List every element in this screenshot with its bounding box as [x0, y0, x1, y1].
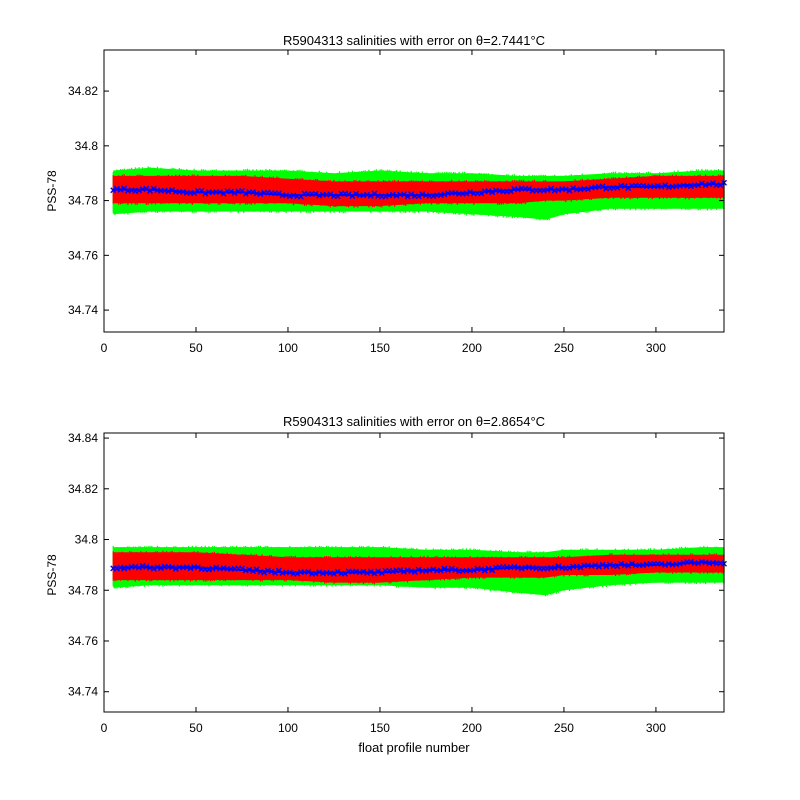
chart-0-xtick-label-4: 200: [462, 341, 482, 355]
chart-bottom-xlabel: float profile number: [358, 740, 470, 755]
chart-top-plot-area: 0 50 100 150 200 250 300 34.74 34.76 34.78 34.8 34.…: [68, 49, 727, 355]
chart-1-ytick-label-2: 34.78: [68, 583, 98, 597]
chart-top: R5904313 salinities with error on θ=2.74…: [45, 33, 727, 355]
chart-0-series-2-markers: [110, 179, 727, 200]
chart-0-xtick-label-3: 150: [370, 341, 390, 355]
chart-0-xtick-label-1: 50: [189, 341, 203, 355]
chart-1-ytick-label-1: 34.76: [68, 634, 98, 648]
chart-0-ytick-label-3: 34.8: [75, 139, 99, 153]
chart-1-xtick-label-2: 100: [278, 721, 298, 735]
chart-top-title: R5904313 salinities with error on θ=2.74…: [283, 33, 545, 48]
chart-bottom-title: R5904313 salinities with error on θ=2.86…: [283, 414, 545, 429]
chart-0-ytick-label-2: 34.78: [68, 194, 98, 208]
chart-bottom-ylabel: PSS-78: [45, 554, 59, 596]
chart-1-ytick-label-4: 34.82: [68, 482, 98, 496]
chart-0-xtick-label-2: 100: [278, 341, 298, 355]
chart-0-xtick-label-6: 300: [646, 341, 666, 355]
chart-0-ytick-label-1: 34.76: [68, 248, 98, 262]
chart-0-axes-frame: [103, 49, 725, 333]
chart-1-ytick-label-0: 34.74: [68, 685, 98, 699]
chart-bottom-plot-area: 0 50 100 150 200 250 300 34.74 34.76 34.78 34.8 34.…: [68, 431, 727, 735]
chart-1-xtick-label-5: 250: [554, 721, 574, 735]
chart-1-ytick-label-3: 34.8: [75, 533, 99, 547]
chart-0-series-2: [110, 179, 727, 200]
chart-1-xtick-label-0: 0: [101, 721, 108, 735]
chart-1-xtick-label-1: 50: [189, 721, 203, 735]
chart-1-xtick-label-6: 300: [646, 721, 666, 735]
chart-1-axes-frame: [103, 432, 725, 713]
chart-bottom: R5904313 salinities with error on θ=2.86…: [45, 414, 727, 755]
chart-0-ytick-label-4: 34.82: [68, 84, 98, 98]
chart-1-series-2-markers: [110, 558, 727, 577]
chart-0-xtick-label-0: 0: [101, 341, 108, 355]
chart-1-series-2: [110, 558, 727, 577]
chart-top-ylabel: PSS-78: [45, 170, 59, 212]
chart-0-xtick-label-5: 250: [554, 341, 574, 355]
chart-1-ytick-label-5: 34.84: [68, 431, 98, 445]
chart-0-ytick-label-0: 34.74: [68, 303, 98, 317]
chart-1-xtick-label-4: 200: [462, 721, 482, 735]
chart-1-xtick-label-3: 150: [370, 721, 390, 735]
